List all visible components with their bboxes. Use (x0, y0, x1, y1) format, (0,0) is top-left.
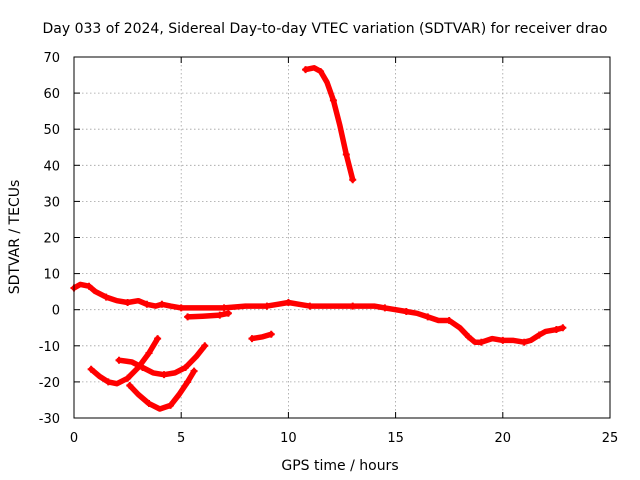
y-tick-label: 0 (52, 304, 60, 319)
data-point-marker (190, 367, 198, 375)
series-mid-segment (184, 310, 232, 320)
series-arc-a (88, 335, 161, 387)
axis-ticks (73, 56, 611, 419)
x-tick-label: 5 (177, 431, 185, 446)
data-point-marker (342, 150, 350, 158)
data-point-marker (402, 308, 410, 316)
y-tick-label: 40 (43, 159, 60, 174)
data-point-marker (85, 282, 93, 290)
y-tick-label: -10 (39, 340, 60, 355)
x-tick-label: 0 (70, 431, 78, 446)
data-point-marker (263, 302, 271, 310)
chart-title: Day 033 of 2024, Sidereal Day-to-day VTE… (42, 21, 607, 37)
series-main-trace (71, 281, 566, 345)
data-point-marker (124, 298, 132, 306)
data-point-marker (184, 378, 192, 386)
data-point-marker (499, 336, 507, 344)
data-point-marker (102, 293, 110, 301)
data-point-marker (124, 374, 132, 382)
data-point-marker (284, 298, 292, 306)
data-point-marker (126, 382, 134, 390)
x-tick-label: 10 (280, 431, 297, 446)
grid (74, 57, 610, 418)
series-spike-segment (302, 65, 356, 183)
data-point-marker (160, 371, 168, 379)
x-tick-label: 25 (602, 431, 619, 446)
data-point-marker (302, 66, 310, 74)
x-axis-title: GPS time / hours (281, 458, 398, 474)
data-point-marker (201, 342, 209, 350)
x-tick-label: 20 (495, 431, 512, 446)
data-point-marker (145, 400, 153, 408)
data-point-marker (267, 330, 275, 338)
data-point-marker (145, 349, 153, 357)
data-point-marker (559, 324, 567, 332)
y-tick-label: 60 (43, 87, 60, 102)
data-point-marker (87, 365, 95, 373)
y-tick-labels: 70 60 50 40 30 20 10 0 -10 -20 -30 (39, 51, 60, 427)
data-point-marker (317, 67, 325, 75)
x-tick-labels: 0 5 10 15 20 25 (70, 431, 618, 446)
data-point-marker (143, 300, 151, 308)
data-point-marker (464, 333, 472, 341)
data-point-marker (552, 326, 560, 334)
data-point-marker (381, 304, 389, 312)
data-point-marker (154, 335, 162, 343)
data-point-marker (224, 309, 232, 317)
data-point-marker (535, 331, 543, 339)
data-point-marker (349, 176, 357, 184)
data-point-marker (104, 378, 112, 386)
data-point-marker (220, 304, 228, 312)
y-tick-label: 20 (43, 232, 60, 247)
y-tick-label: 70 (43, 51, 60, 66)
data-point-marker (424, 313, 432, 321)
data-point-marker (306, 302, 314, 310)
x-tick-label: 15 (387, 431, 404, 446)
data-point-marker (181, 363, 189, 371)
data-point-marker (177, 304, 185, 312)
y-tick-label: 10 (43, 268, 60, 283)
data-point-marker (329, 96, 337, 104)
data-point-marker (184, 313, 192, 321)
data-point-marker (115, 356, 123, 364)
series-arc-c (126, 368, 197, 412)
data-point-marker (445, 317, 453, 325)
data-point-marker (248, 335, 256, 343)
data-point-marker (166, 401, 174, 409)
y-tick-label: 50 (43, 123, 60, 138)
y-tick-label: 30 (43, 195, 60, 210)
y-tick-label: -20 (39, 376, 60, 391)
y-tick-label: -30 (39, 412, 60, 427)
y-axis-title: SDTVAR / TECUs (7, 180, 23, 295)
data-point-marker (520, 338, 528, 346)
data-point-marker (216, 311, 224, 319)
data-point-marker (158, 300, 166, 308)
data-point-marker (349, 302, 357, 310)
data-point-marker (139, 363, 147, 371)
data-point-marker (477, 338, 485, 346)
